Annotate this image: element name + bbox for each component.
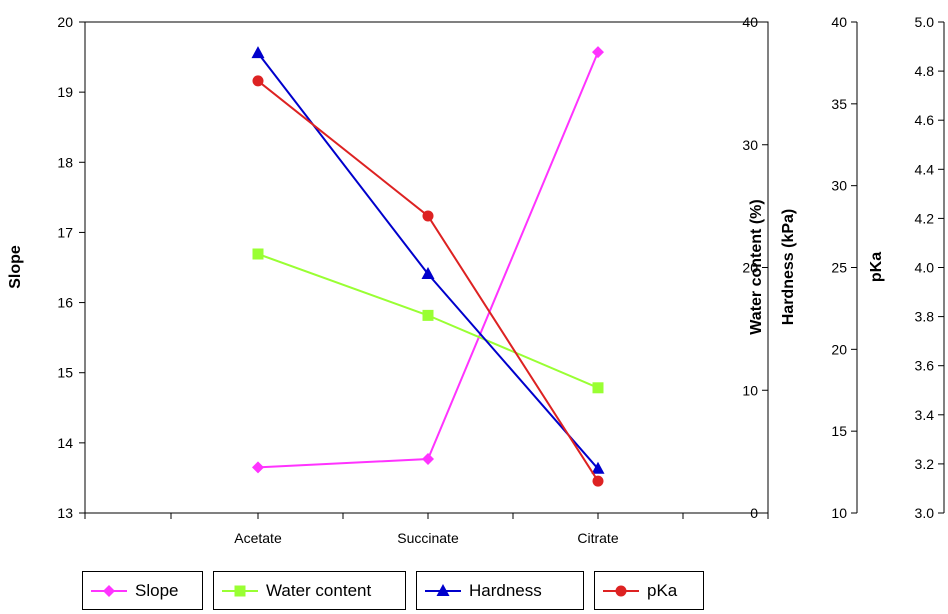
pka-tick-label: 3.8	[915, 309, 935, 325]
hardness-tick-label: 15	[831, 423, 847, 439]
legend-label: Water content	[266, 580, 372, 600]
data-point-slope	[422, 452, 434, 465]
plot-area	[84, 21, 769, 514]
slope-tick-label: 15	[57, 365, 73, 381]
hardness-tick-label: 40	[831, 14, 847, 30]
water-axis-title: Water content (%)	[748, 199, 765, 334]
slope-tick-label: 13	[57, 505, 73, 521]
data-point-hardness	[251, 46, 265, 59]
x-tick-label: Acetate	[234, 530, 282, 546]
legend-item: Slope	[82, 571, 203, 610]
legend-item: Water content	[213, 571, 406, 610]
legend-label: pKa	[647, 580, 678, 600]
water-tick-label: 10	[742, 382, 758, 398]
legend-swatch	[222, 585, 258, 596]
hardness-tick-label: 10	[831, 505, 847, 521]
legend-swatch	[425, 583, 461, 596]
slope-tick-label: 20	[57, 14, 73, 30]
pka-axis-title: pKa	[868, 252, 885, 282]
slope-axis-title: Slope	[7, 245, 24, 289]
data-point-hardness	[591, 461, 605, 474]
data-point-pka	[252, 75, 264, 87]
series-line-pka	[257, 80, 599, 482]
legend: Slope Water content Hardness pKa	[82, 571, 714, 610]
series-line-hardness	[257, 52, 599, 470]
hardness-tick-label: 35	[831, 96, 847, 112]
legend-item: Hardness	[416, 571, 584, 610]
hardness-tick-label: 20	[831, 341, 847, 357]
hardness-tick-label: 30	[831, 178, 847, 194]
pka-tick-label: 5.0	[915, 14, 935, 30]
pka-tick-label: 4.2	[915, 210, 935, 226]
pka-tick-label: 3.4	[915, 407, 935, 423]
legend-item: pKa	[594, 571, 704, 610]
data-point-pka	[422, 210, 434, 222]
pka-tick-label: 4.6	[915, 112, 935, 128]
x-tick-label: Citrate	[577, 530, 618, 546]
pka-tick-label: 4.8	[915, 63, 935, 79]
water-tick-label: 20	[742, 260, 758, 276]
data-point-water-content	[592, 382, 604, 394]
x-tick-label: Succinate	[397, 530, 459, 546]
legend-swatch	[91, 584, 127, 597]
pka-tick-label: 4.0	[915, 260, 935, 276]
pka-tick-label: 3.0	[915, 505, 935, 521]
pka-tick-label: 3.2	[915, 456, 935, 472]
data-point-slope	[252, 461, 264, 474]
slope-tick-label: 18	[57, 154, 73, 170]
slope-tick-label: 14	[57, 435, 73, 451]
slope-tick-label: 19	[57, 84, 73, 100]
data-point-pka	[592, 475, 604, 487]
data-point-hardness	[421, 267, 435, 280]
slope-tick-label: 17	[57, 224, 73, 240]
hardness-axis-title: Hardness (kPa)	[780, 209, 797, 326]
data-point-water-content	[422, 309, 434, 321]
hardness-tick-label: 25	[831, 260, 847, 276]
pka-tick-label: 4.4	[915, 161, 935, 177]
legend-swatch	[603, 585, 639, 596]
pka-tick-label: 3.6	[915, 358, 935, 374]
series-line-slope	[257, 51, 599, 469]
legend-label: Hardness	[469, 580, 542, 600]
data-point-water-content	[252, 248, 264, 260]
data-point-slope	[592, 46, 604, 59]
water-tick-label: 30	[742, 137, 758, 153]
legend-label: Slope	[135, 580, 179, 600]
slope-tick-label: 16	[57, 295, 73, 311]
water-tick-label: 40	[742, 14, 758, 30]
water-tick-label: 0	[750, 505, 758, 521]
